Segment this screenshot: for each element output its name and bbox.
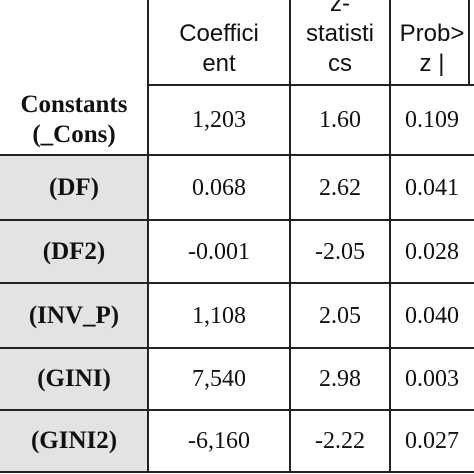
rule xyxy=(0,347,474,349)
data-cell: -6,160 xyxy=(188,428,250,454)
header-cell: Prob> z | xyxy=(390,0,474,85)
cell-text-line: Prob> xyxy=(399,20,465,47)
data-cell: 1,108 xyxy=(192,302,246,329)
data-cell: 0.003 xyxy=(405,366,459,392)
cell-text-line: (DF) xyxy=(49,173,99,201)
rule xyxy=(389,0,391,472)
data-cell: -2.22 xyxy=(315,428,365,454)
data-cell: 7,540 xyxy=(192,366,246,392)
data-cell: -0.001 xyxy=(188,238,250,265)
rule xyxy=(0,282,474,284)
rule xyxy=(468,0,470,85)
cell-text-line: (GINI) xyxy=(37,365,111,392)
header-cell: z-statisti cs xyxy=(290,0,390,85)
row-header: (GINI2) xyxy=(0,410,148,472)
data-cell: 0.068 xyxy=(192,174,246,201)
data-cell: 0.028 xyxy=(405,238,459,265)
rule xyxy=(0,471,474,473)
header-cell xyxy=(0,0,148,85)
header-cell: Coeffici ent xyxy=(148,0,290,85)
cell-text-line: (DF2) xyxy=(42,237,106,265)
rule xyxy=(289,0,291,472)
cell-text-line: (_Cons) xyxy=(32,121,116,148)
rule xyxy=(147,0,149,472)
cell-text-line: cs xyxy=(328,50,352,77)
cell-text-line: (GINI2) xyxy=(30,427,118,454)
rule xyxy=(0,409,474,411)
data-cell: 0.109 xyxy=(405,107,459,133)
data-cell: 2.05 xyxy=(319,302,361,329)
cell-text-line: statisti xyxy=(305,20,374,47)
row-header: Constants (_Cons) xyxy=(0,85,148,155)
data-cell: 0.041 xyxy=(405,174,459,201)
data-cell: 2.62 xyxy=(319,174,361,201)
data-cell: 1,203 xyxy=(192,107,246,133)
data-cell: 1.60 xyxy=(319,107,361,133)
cell-text-line: (INV_P) xyxy=(28,301,120,329)
cell-text-line: Coeffici xyxy=(179,20,259,47)
rule xyxy=(148,84,474,86)
data-cell: -2.05 xyxy=(315,238,365,265)
row-header: (INV_P) xyxy=(0,283,148,348)
cell-text-line: ent xyxy=(202,50,236,77)
data-cell: 0.027 xyxy=(405,428,459,454)
rule xyxy=(0,154,474,156)
rule xyxy=(0,219,474,221)
cell-text-line: Constants xyxy=(20,91,128,118)
row-header: (DF2) xyxy=(0,220,148,283)
row-header: (GINI) xyxy=(0,348,148,410)
cell-text-line: z | xyxy=(419,50,445,77)
cell-text-line: z- xyxy=(330,0,350,17)
row-header: (DF) xyxy=(0,155,148,220)
data-cell: 2.98 xyxy=(319,366,361,392)
data-cell: 0.040 xyxy=(405,302,459,329)
